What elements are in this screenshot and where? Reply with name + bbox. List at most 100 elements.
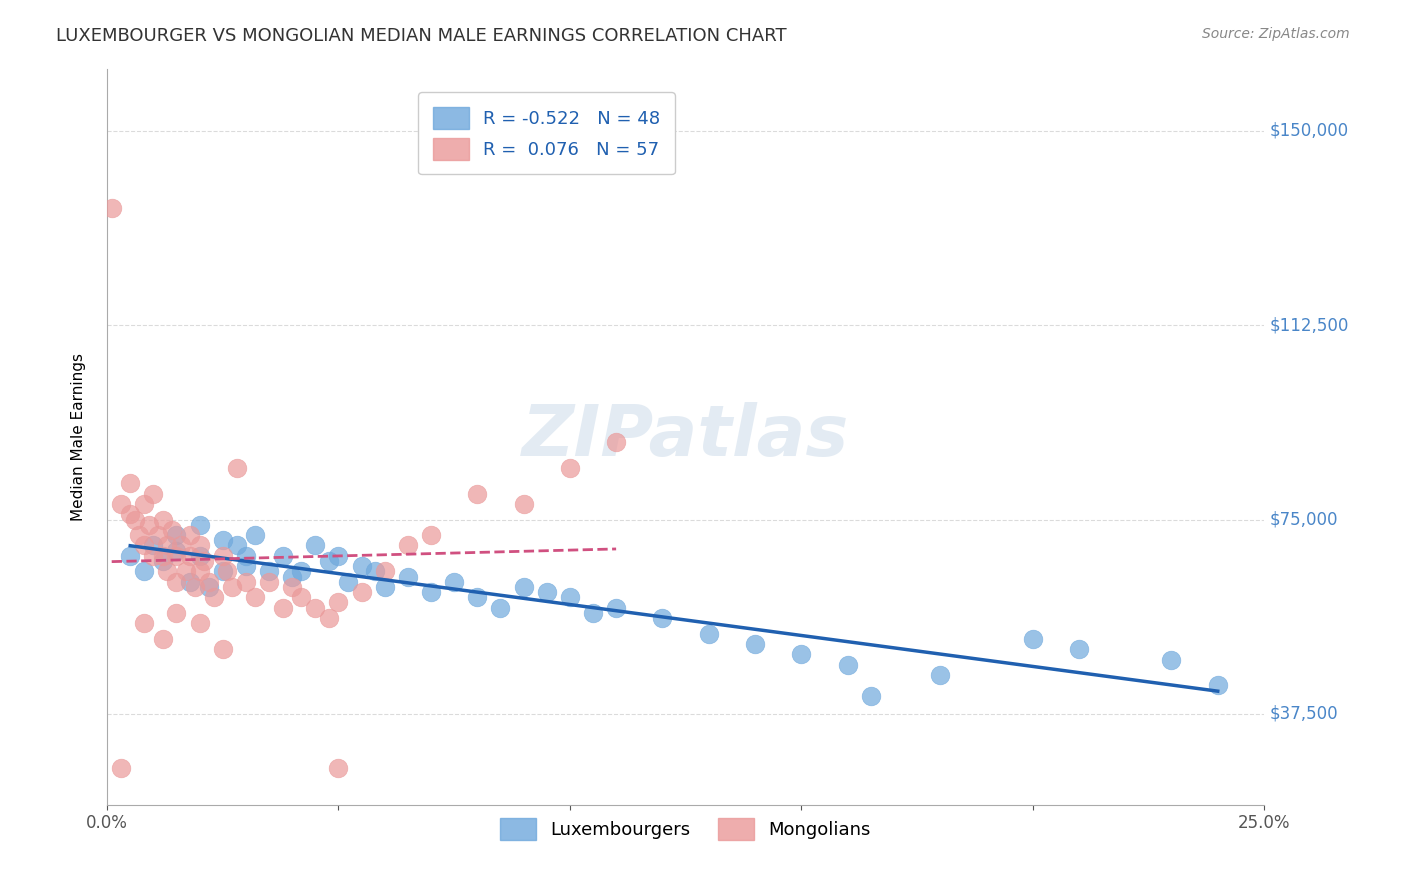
Point	[271, 549, 294, 563]
Point	[225, 539, 247, 553]
Point	[290, 565, 312, 579]
Point	[132, 565, 155, 579]
Point	[152, 554, 174, 568]
Point	[1160, 652, 1182, 666]
Point	[512, 497, 534, 511]
Text: ZIPatlas: ZIPatlas	[522, 402, 849, 471]
Point	[156, 565, 179, 579]
Point	[132, 616, 155, 631]
Point	[132, 497, 155, 511]
Point	[837, 657, 859, 672]
Text: Source: ZipAtlas.com: Source: ZipAtlas.com	[1202, 27, 1350, 41]
Point	[350, 585, 373, 599]
Point	[350, 559, 373, 574]
Point	[179, 574, 201, 589]
Point	[243, 591, 266, 605]
Point	[188, 565, 211, 579]
Point	[142, 549, 165, 563]
Point	[281, 580, 304, 594]
Point	[364, 565, 387, 579]
Point	[512, 580, 534, 594]
Point	[536, 585, 558, 599]
Point	[859, 689, 882, 703]
Point	[179, 549, 201, 563]
Point	[188, 517, 211, 532]
Point	[160, 523, 183, 537]
Point	[271, 600, 294, 615]
Point	[1021, 632, 1043, 646]
Text: LUXEMBOURGER VS MONGOLIAN MEDIAN MALE EARNINGS CORRELATION CHART: LUXEMBOURGER VS MONGOLIAN MEDIAN MALE EA…	[56, 27, 787, 45]
Point	[142, 539, 165, 553]
Point	[304, 539, 326, 553]
Point	[146, 528, 169, 542]
Point	[605, 434, 627, 449]
Point	[929, 668, 952, 682]
Point	[328, 549, 350, 563]
Point	[202, 591, 225, 605]
Point	[188, 616, 211, 631]
Point	[166, 574, 188, 589]
Point	[211, 549, 233, 563]
Point	[152, 512, 174, 526]
Point	[396, 569, 419, 583]
Text: $75,000: $75,000	[1270, 510, 1339, 529]
Point	[188, 549, 211, 563]
Point	[489, 600, 512, 615]
Point	[374, 580, 396, 594]
Point	[211, 533, 233, 548]
Point	[198, 580, 221, 594]
Point	[558, 460, 581, 475]
Point	[651, 611, 673, 625]
Point	[443, 574, 465, 589]
Point	[374, 565, 396, 579]
Point	[120, 508, 142, 522]
Legend: R = -0.522   N = 48, R =  0.076   N = 57: R = -0.522 N = 48, R = 0.076 N = 57	[419, 92, 675, 174]
Point	[744, 637, 766, 651]
Point	[188, 539, 211, 553]
Point	[328, 595, 350, 609]
Point	[138, 517, 160, 532]
Point	[1206, 678, 1229, 692]
Point	[120, 549, 142, 563]
Point	[124, 512, 146, 526]
Point	[790, 648, 813, 662]
Point	[170, 539, 193, 553]
Point	[420, 585, 443, 599]
Point	[1067, 642, 1090, 657]
Point	[318, 554, 340, 568]
Point	[166, 528, 188, 542]
Point	[235, 559, 257, 574]
Point	[396, 539, 419, 553]
Text: $150,000: $150,000	[1270, 121, 1348, 140]
Point	[235, 549, 257, 563]
Point	[304, 600, 326, 615]
Point	[152, 632, 174, 646]
Point	[211, 565, 233, 579]
Point	[142, 486, 165, 500]
Point	[120, 476, 142, 491]
Point	[128, 528, 150, 542]
Point	[110, 761, 132, 775]
Point	[465, 591, 488, 605]
Point	[697, 626, 720, 640]
Point	[211, 642, 233, 657]
Point	[420, 528, 443, 542]
Point	[558, 591, 581, 605]
Point	[193, 554, 215, 568]
Point	[166, 543, 188, 558]
Point	[290, 591, 312, 605]
Point	[257, 565, 280, 579]
Text: $112,500: $112,500	[1270, 316, 1350, 334]
Point	[221, 580, 243, 594]
Point	[179, 528, 201, 542]
Point	[605, 600, 627, 615]
Point	[336, 574, 359, 589]
Point	[174, 565, 197, 579]
Point	[184, 580, 207, 594]
Point	[156, 539, 179, 553]
Point	[152, 549, 174, 563]
Point	[243, 528, 266, 542]
Point	[100, 202, 122, 216]
Point	[110, 497, 132, 511]
Point	[582, 606, 605, 620]
